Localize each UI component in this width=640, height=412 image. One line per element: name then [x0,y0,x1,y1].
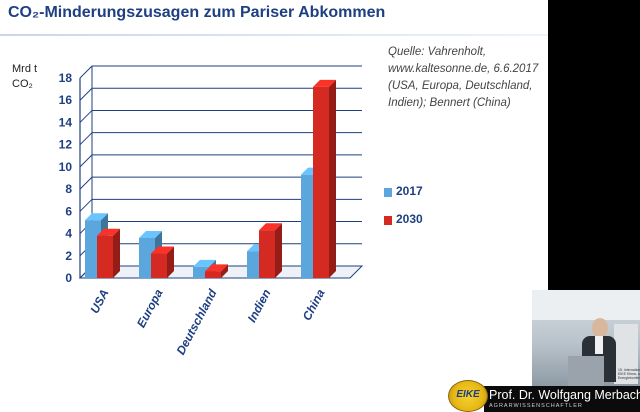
source-line: Indien); Bennert (China) [388,97,511,109]
bar-top-series-1 [205,264,228,272]
speaker-name: Prof. Dr. Wolfgang Merbach [489,388,640,402]
y-tick-label: 0 [65,271,72,285]
y-tick-label: 10 [59,160,73,174]
speaker-subtitle: AGRARWISSENSCHAFTLER [489,403,583,409]
x-tick-label: USA [87,287,111,316]
slide-title: CO₂-Minderungszusagen zum Pariser Abkomm… [8,4,386,21]
gridline-side [79,154,93,168]
y-tick-label: 14 [59,115,73,129]
bar-top-series-1 [151,246,174,254]
eike-logo: EIKE [448,380,488,412]
x-tick-label: Europa [134,287,166,330]
podium [568,356,604,386]
speaker-head [592,318,608,338]
y-tick-label: 2 [65,249,72,263]
gridline-side [79,132,93,146]
chart-back-wall [92,66,362,266]
caption-line: 15. Internationale [618,368,640,372]
source-line: www.kaltesonne.de, 6.6.2017 [388,63,539,75]
legend-label-2030: 2030 [396,212,423,226]
bar-series-1 [259,230,275,278]
x-tick-label: China [300,287,328,323]
bar-side-series-1 [275,223,282,278]
y-axis-unit-line1: Mrd t [12,63,38,75]
bar-series-1 [205,271,221,278]
bar-top-series-0 [85,213,108,221]
y-axis-unit: Mrd t CO₂ [12,62,37,92]
bar-side-series-1 [113,228,120,278]
gridline-side [79,176,93,190]
speaker-shirt [595,336,603,354]
caption-line: Energiekonferenz [618,376,640,380]
caption-line: EIKE Klima- und [618,372,640,376]
bar-chart: 0 2 4 6 8 10 12 14 16 18 USA Europa Deutschland Indie… [59,65,364,357]
bar-side-series-1 [221,264,228,278]
y-tick-label: 6 [65,204,72,218]
y-tick-label: 12 [59,138,73,152]
legend-swatch-2030 [384,216,392,225]
legend-swatch-2017 [384,188,392,197]
x-tick-label: Deutschland [173,286,219,357]
speaker-video-inset: 15. Internationale EIKE Klima- und Energ… [532,290,640,386]
bar-side-series-1 [329,79,336,278]
bar-top-series-0 [139,231,162,238]
gridline-side [79,65,93,79]
bar-series-1 [151,253,167,278]
y-tick-label: 4 [65,227,72,241]
y-tick-label: 16 [59,93,73,107]
bar-series-0 [193,266,209,278]
gridline-side [79,87,93,101]
y-tick-label: 18 [59,71,73,85]
bar-top-series-1 [259,223,282,231]
logo-text: EIKE [456,389,480,400]
stage-screen [532,290,640,320]
conference-caption: 15. Internationale EIKE Klima- und Energ… [618,368,640,380]
bar-top-series-0 [193,259,216,267]
bar-series-1 [313,86,329,278]
lower-third-bar [484,386,640,412]
source-line: (USA, Europa, Deutschland, [388,80,533,92]
y-axis-unit-line2: CO₂ [12,78,33,90]
gridline-side [79,198,93,212]
y-tick-label: 8 [65,182,72,196]
slide: CO₂-Minderungszusagen zum Pariser Abkomm… [0,4,548,357]
source-note: Quelle: Vahrenholt, www.kaltesonne.de, 6… [388,44,544,112]
source-line: Quelle: Vahrenholt, [388,46,487,58]
bar-series-1 [97,235,113,278]
conference-banner [614,324,638,384]
bar-top-series-1 [97,228,120,236]
bar-top-series-1 [313,79,336,87]
x-tick-label: Indien [245,287,274,325]
legend-label-2017: 2017 [396,184,423,198]
gridline-side [79,110,93,123]
title-divider [0,34,548,36]
letterbox-black [548,0,640,290]
bar-side-series-1 [167,246,174,278]
